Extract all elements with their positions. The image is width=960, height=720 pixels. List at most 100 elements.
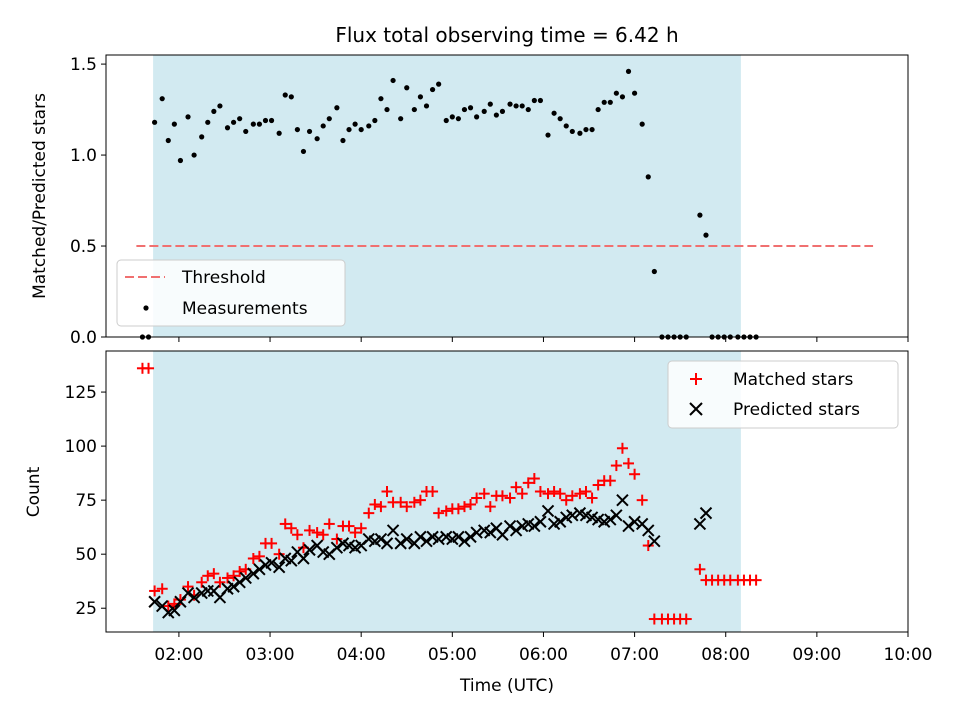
- measurement-point: [384, 106, 390, 113]
- measurement-point: [300, 148, 307, 155]
- measurement-point: [563, 123, 569, 129]
- matched-star-marker: [395, 496, 407, 508]
- legend-threshold-label: Threshold: [181, 268, 266, 288]
- matched-star-marker: [484, 501, 496, 513]
- measurement-point: [436, 81, 442, 87]
- matched-star-marker: [202, 570, 214, 582]
- matched-star-marker: [566, 490, 578, 502]
- measurement-point: [625, 68, 632, 74]
- measurement-point: [613, 90, 619, 96]
- matched-star-marker: [548, 486, 560, 497]
- x-tick-label: 09:00: [792, 645, 841, 665]
- x-tick-label: 06:00: [519, 645, 568, 665]
- predicted-star-marker: [534, 515, 547, 528]
- measurement-point: [398, 116, 404, 122]
- bottom-x-ticks: 02:00 03:00 04:00 05:00 06:00 07:00 08:00 09:00…: [154, 632, 933, 665]
- matched-star-marker: [304, 524, 316, 536]
- measurement-point: [256, 121, 263, 127]
- measurement-point: [211, 108, 217, 114]
- measurement-point: [230, 119, 237, 125]
- measurement-point: [199, 134, 205, 140]
- top-legend: Threshold Measurements: [116, 259, 346, 327]
- predicted-star-marker: [187, 591, 201, 604]
- measurement-point: [429, 86, 436, 93]
- measurement-point: [607, 99, 613, 105]
- x-tick-label: 03:00: [246, 645, 295, 665]
- predicted-star-marker: [566, 509, 579, 522]
- predicted-star-marker: [233, 576, 246, 589]
- measurement-point: [352, 121, 358, 127]
- measurement-point: [366, 123, 372, 129]
- measurement-point: [276, 130, 282, 136]
- predicted-star-marker: [610, 509, 623, 522]
- bottom-legend: Matched stars Predicted stars: [667, 360, 899, 429]
- matched-star-marker: [291, 529, 303, 541]
- predicted-star-marker: [528, 519, 541, 533]
- matched-star-marker: [182, 581, 194, 593]
- measurement-point: [481, 108, 487, 114]
- measurement-point: [224, 125, 231, 131]
- predicted-star-marker: [470, 526, 483, 539]
- measurement-point: [177, 157, 184, 164]
- measurement-point: [583, 126, 589, 133]
- measurement-point: [282, 92, 288, 98]
- predicted-star-marker: [272, 560, 286, 574]
- predicted-star-marker: [253, 563, 266, 576]
- bottom-y-tick-label: 25: [75, 599, 97, 619]
- matched-star-marker: [528, 473, 540, 485]
- matched-star-marker: [623, 457, 635, 469]
- matched-star-marker: [427, 486, 439, 497]
- measurement-point: [467, 105, 474, 111]
- top-ylabel: Matched/Predicted stars: [30, 93, 50, 299]
- predicted-star-marker: [484, 526, 497, 539]
- matched-star-marker: [273, 548, 285, 560]
- measurement-point: [165, 137, 171, 144]
- measurement-point: [185, 114, 191, 120]
- measurement-point: [320, 123, 326, 129]
- matched-star-marker: [629, 468, 641, 480]
- measurement-point: [390, 77, 396, 84]
- matched-star-marker: [694, 563, 706, 575]
- predicted-star-marker: [148, 595, 161, 608]
- matched-star-marker: [208, 568, 220, 580]
- measurement-point: [537, 97, 544, 104]
- matched-star-marker: [247, 553, 259, 565]
- measurement-point: [703, 232, 709, 238]
- predicted-star-marker: [285, 554, 298, 567]
- matched-star-marker: [504, 492, 516, 504]
- top-y-tick-label: 0.5: [70, 237, 97, 257]
- predicted-star-marker: [648, 535, 661, 548]
- matched-star-marker: [586, 492, 598, 504]
- measurement-point: [545, 132, 551, 138]
- predicted-star-marker: [642, 524, 655, 537]
- matched-star-marker: [534, 486, 546, 497]
- predicted-star-marker: [168, 604, 181, 617]
- measurement-point: [487, 101, 493, 107]
- top-y-tick-label: 0.0: [70, 328, 97, 348]
- predicted-star-markers: [148, 493, 713, 619]
- matched-star-marker: [369, 498, 381, 510]
- legend-predicted-label: Predicted stars: [733, 400, 860, 420]
- predicted-star-marker: [265, 556, 278, 570]
- measurement-point: [589, 126, 595, 133]
- matched-star-marker: [156, 583, 168, 595]
- predicted-star-marker: [303, 543, 316, 557]
- predicted-star-marker: [616, 493, 629, 507]
- measurement-point: [639, 121, 645, 127]
- predicted-star-marker: [330, 541, 344, 554]
- predicted-star-marker: [458, 535, 471, 548]
- matched-star-marker: [560, 494, 572, 506]
- matched-star-marker: [610, 460, 622, 472]
- matched-star-marker: [174, 594, 186, 606]
- legend-matched-swatch: [690, 373, 702, 385]
- matched-star-marker: [331, 533, 343, 545]
- matched-star-marker: [234, 565, 246, 577]
- measurement-point: [191, 152, 197, 158]
- predicted-star-marker: [464, 530, 477, 544]
- measurement-point: [334, 105, 340, 111]
- measurement-point: [461, 106, 468, 113]
- top-title: Flux total observing time = 6.42 h: [335, 23, 678, 47]
- measurement-point: [217, 103, 223, 109]
